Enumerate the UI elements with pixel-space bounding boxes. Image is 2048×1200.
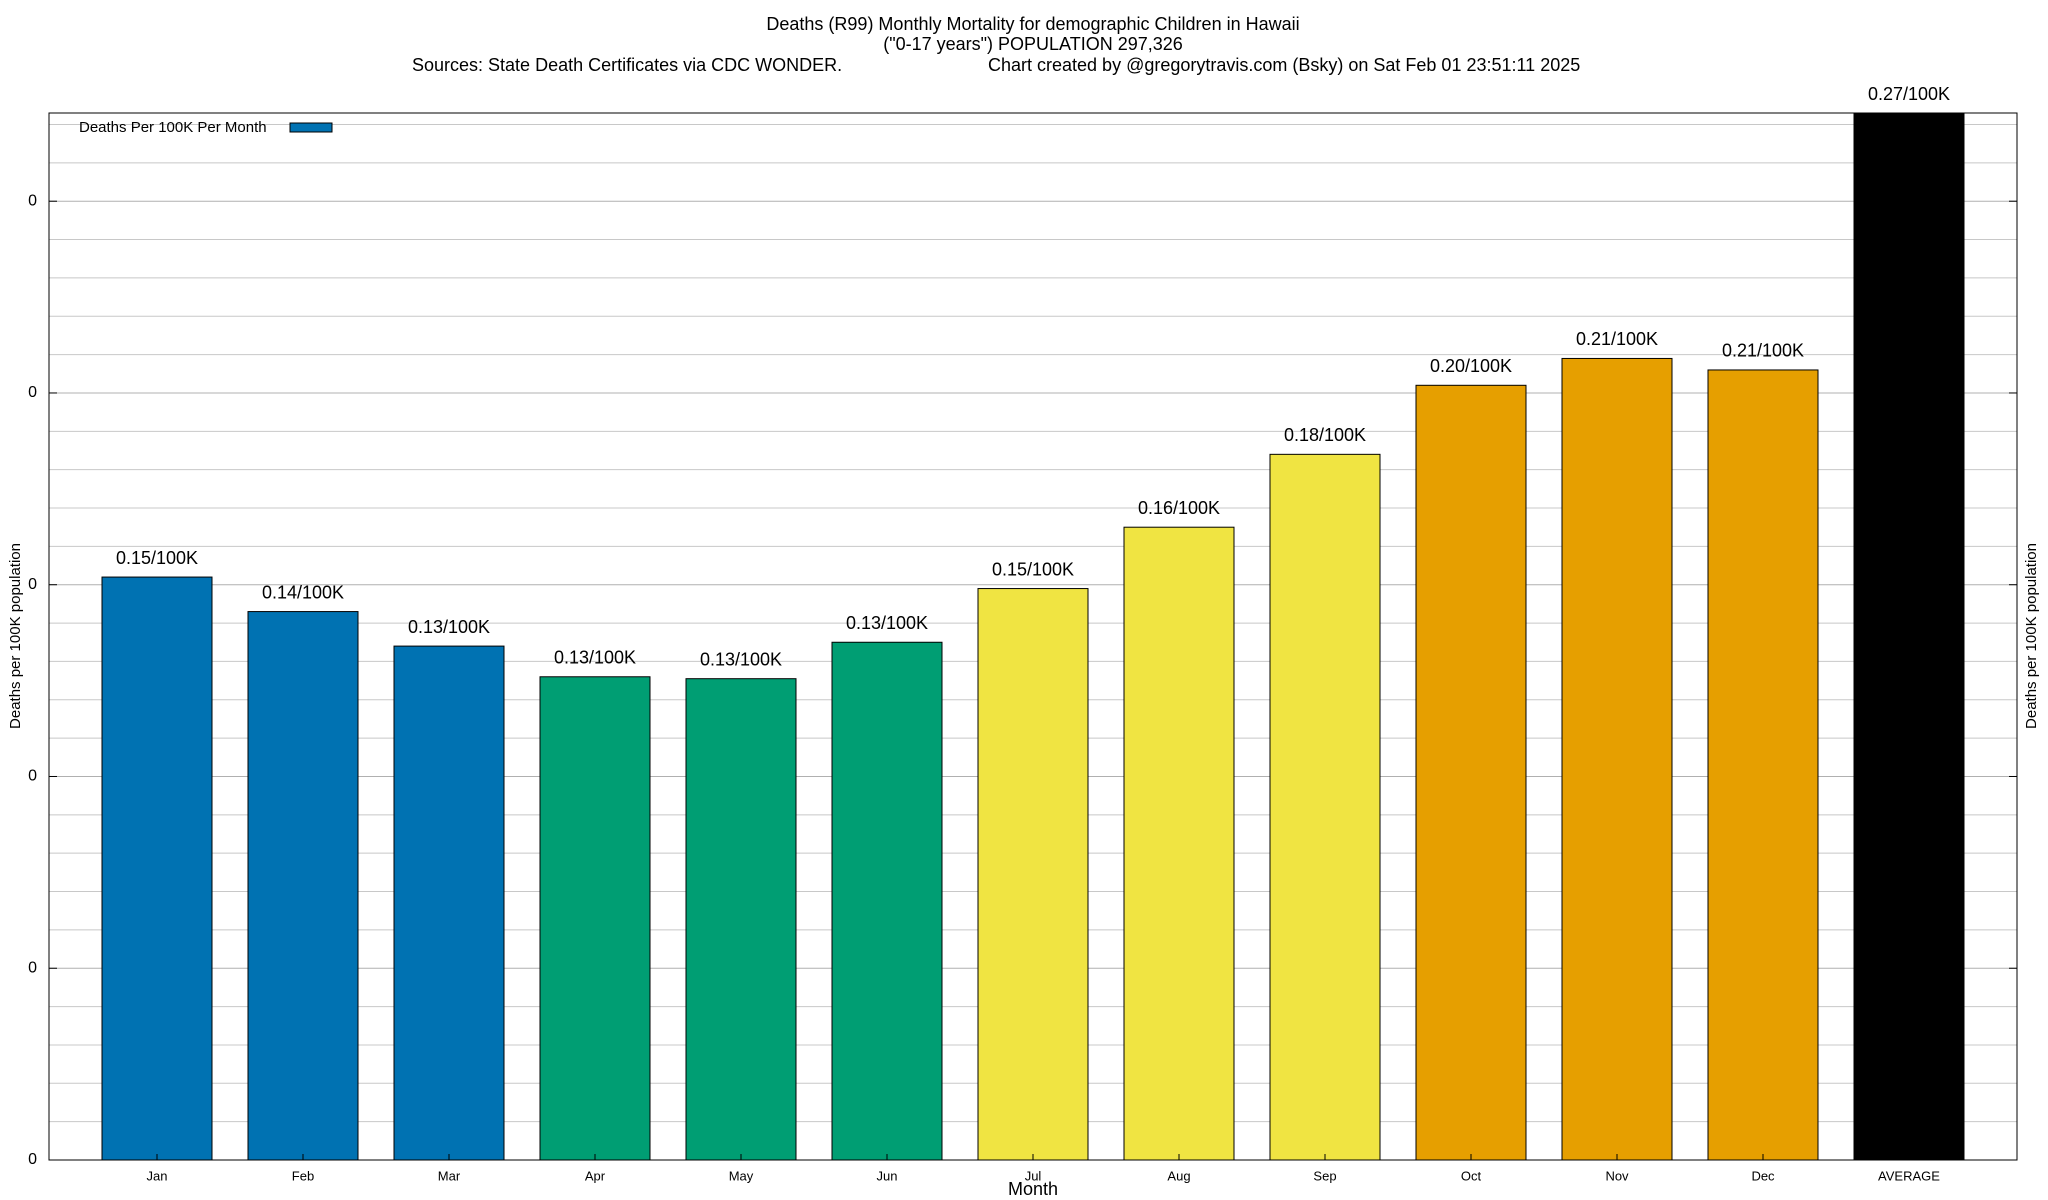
bar (831, 641, 943, 1160)
x-tick-label: Nov (1605, 1168, 1629, 1183)
bar (1561, 357, 1673, 1160)
bar (1853, 113, 1965, 1160)
y-axis-label: Deaths per 100K population (7, 543, 24, 729)
value-label: 0.15/100K (116, 548, 198, 568)
chart-title: Deaths (R99) Monthly Mortality for demog… (766, 14, 1299, 34)
x-tick-label: Jun (877, 1168, 898, 1183)
value-label: 0.15/100K (992, 559, 1074, 579)
credit: Chart created by @gregorytravis.com (Bsk… (988, 55, 1580, 75)
bar (1415, 384, 1527, 1160)
y2-axis-label: Deaths per 100K population (2023, 543, 2040, 729)
x-tick-label: Aug (1167, 1168, 1190, 1183)
bar (1123, 526, 1235, 1160)
value-label: 0.21/100K (1576, 329, 1658, 349)
value-label: 0.20/100K (1430, 356, 1512, 376)
value-label: 0.21/100K (1722, 341, 1804, 361)
value-label: 0.13/100K (700, 649, 782, 669)
x-tick-label: AVERAGE (1878, 1168, 1940, 1183)
x-tick-label: Jul (1025, 1168, 1042, 1183)
x-tick-label: Apr (585, 1168, 606, 1183)
x-axis-label: Month (1008, 1179, 1058, 1199)
value-label: 0.13/100K (554, 648, 636, 668)
x-tick-label: Jan (147, 1168, 168, 1183)
plot-frame (48, 112, 2018, 1161)
bar (539, 676, 651, 1160)
value-label: 0.13/100K (408, 617, 490, 637)
y-tick-label: 0 (28, 576, 37, 593)
bar (1707, 369, 1819, 1160)
x-tick-label: May (729, 1168, 754, 1183)
value-label: 0.14/100K (262, 582, 344, 602)
x-tick-label: Dec (1751, 1168, 1775, 1183)
bar (393, 645, 505, 1160)
bar (685, 678, 797, 1160)
value-label: 0.16/100K (1138, 498, 1220, 518)
sources: Sources: State Death Certificates via CD… (412, 55, 842, 75)
x-tick-label: Mar (438, 1168, 461, 1183)
x-tick-label: Feb (292, 1168, 314, 1183)
bar (101, 576, 213, 1160)
value-label: 0.18/100K (1284, 425, 1366, 445)
y-tick-label: 0 (28, 1151, 37, 1168)
x-tick-label: Oct (1461, 1168, 1482, 1183)
bar (1269, 453, 1381, 1160)
bar (247, 611, 359, 1160)
y-tick-label: 0 (28, 768, 37, 785)
bars (101, 113, 1965, 1160)
x-tick-label: Sep (1313, 1168, 1336, 1183)
legend-label: Deaths Per 100K Per Month (79, 119, 267, 136)
y-tick-label: 0 (28, 384, 37, 401)
y-tick-label: 0 (28, 192, 37, 209)
bar (977, 588, 1089, 1160)
value-label: 0.27/100K (1868, 84, 1950, 104)
y-tick-label: 0 (28, 959, 37, 976)
legend-swatch (289, 122, 333, 133)
chart-subtitle: ("0-17 years") POPULATION 297,326 (883, 34, 1183, 54)
value-label: 0.13/100K (846, 613, 928, 633)
